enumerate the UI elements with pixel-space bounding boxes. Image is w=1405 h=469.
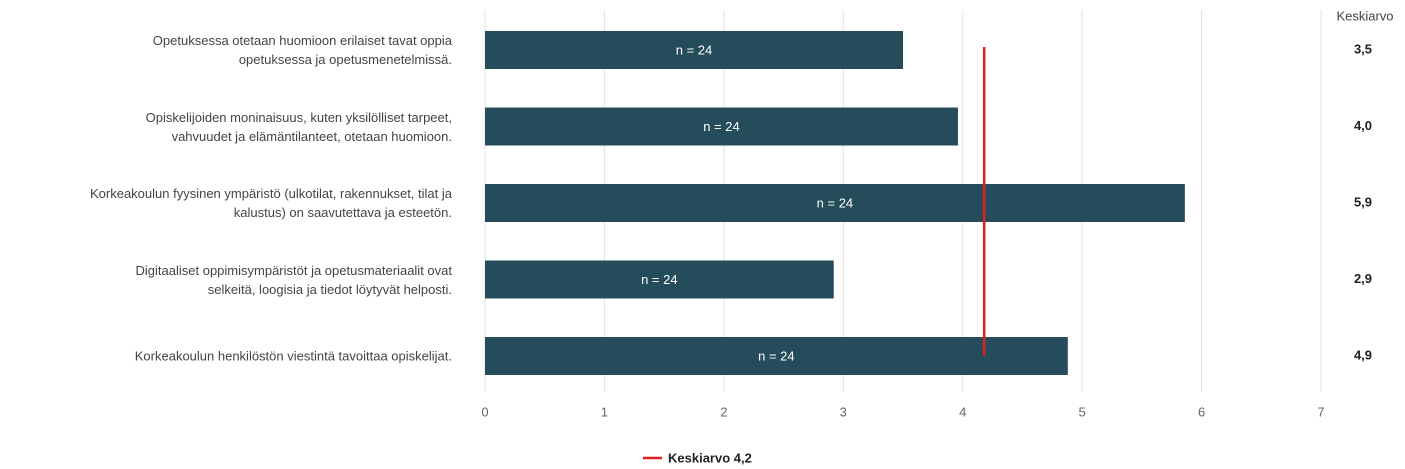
bar-label: n = 24 xyxy=(641,272,678,287)
category-label: Korkeakoulun fyysinen ympäristö (ulkotil… xyxy=(89,186,452,220)
bar xyxy=(485,184,1185,222)
bar-label: n = 24 xyxy=(817,195,854,210)
x-tick-label: 7 xyxy=(1317,404,1324,419)
x-tick-label: 3 xyxy=(840,404,847,419)
value-label: 3,5 xyxy=(1354,41,1372,56)
bar-label: n = 24 xyxy=(703,119,740,134)
x-tick-label: 2 xyxy=(720,404,727,419)
category-label: Digitaaliset oppimisympäristöt ja opetus… xyxy=(135,262,452,297)
value-label: 4,9 xyxy=(1354,347,1372,362)
x-tick-label: 5 xyxy=(1079,404,1086,419)
value-column-title: Keskiarvo xyxy=(1336,8,1393,23)
value-label: 5,9 xyxy=(1354,194,1372,209)
bar-label: n = 24 xyxy=(758,348,795,363)
legend-label: Keskiarvo 4,2 xyxy=(668,450,752,465)
x-tick-label: 4 xyxy=(959,404,966,419)
bar-label: n = 24 xyxy=(676,42,713,57)
x-tick-label: 0 xyxy=(481,404,488,419)
bar xyxy=(485,107,958,146)
value-label: 2,9 xyxy=(1354,271,1372,286)
category-label: Korkeakoulun henkilöstön viestintä tavoi… xyxy=(134,348,452,364)
x-tick-label: 1 xyxy=(601,404,608,419)
x-tick-label: 6 xyxy=(1198,404,1205,419)
value-label: 4,0 xyxy=(1354,118,1372,133)
bar xyxy=(485,337,1068,375)
category-label: Opetuksessa otetaan huomioon erilaiset t… xyxy=(152,33,452,67)
bar xyxy=(485,260,834,299)
bar xyxy=(485,31,903,69)
category-label: Opiskelijoiden moninaisuus, kuten yksilö… xyxy=(145,109,452,144)
